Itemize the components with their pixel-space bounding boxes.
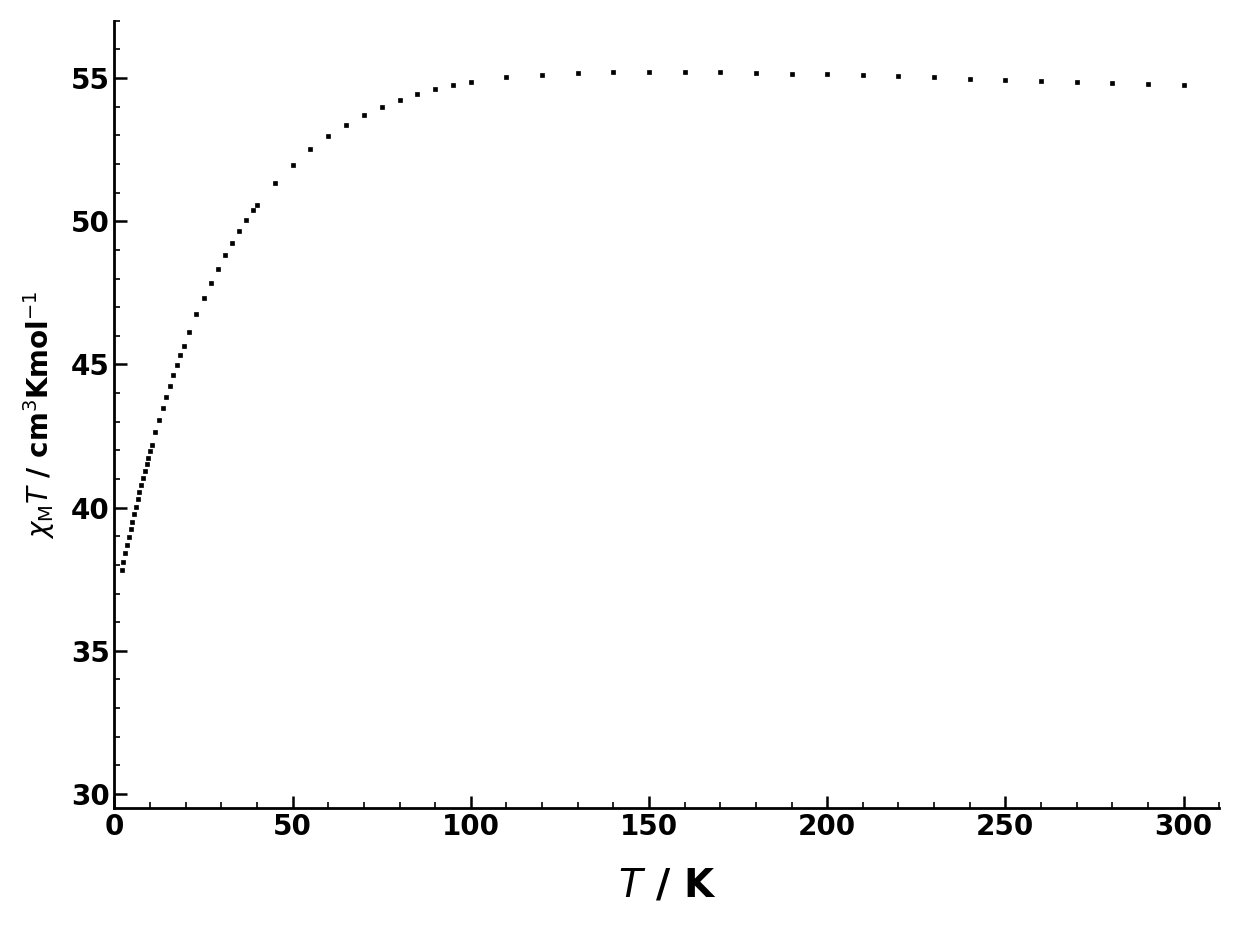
Y-axis label: $\chi_{\rm M}$$\mathit{T}$ / cm$^3$Kmol$^{-1}$: $\chi_{\rm M}$$\mathit{T}$ / cm$^3$Kmol$… [21, 290, 57, 539]
X-axis label: $\mathit{T}$ / K: $\mathit{T}$ / K [618, 866, 715, 904]
